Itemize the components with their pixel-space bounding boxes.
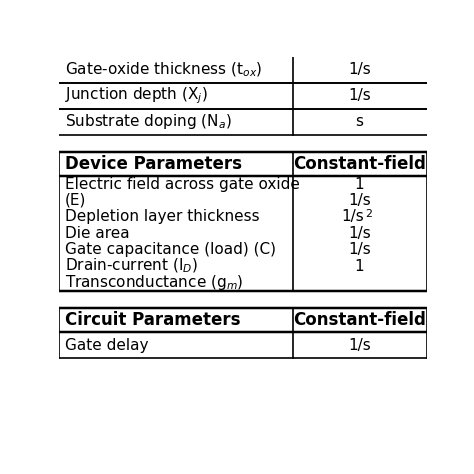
Text: Constant-field: Constant-field [293,311,426,329]
Text: Circuit Parameters: Circuit Parameters [65,311,240,329]
Text: Constant-field: Constant-field [293,155,426,173]
Text: 1/s: 1/s [348,88,371,103]
Text: s: s [356,114,364,129]
Text: 1/s: 1/s [348,337,371,353]
Text: (E): (E) [65,193,86,208]
Text: Transconductance (g$_{m}$): Transconductance (g$_{m}$) [65,273,243,292]
Text: Gate delay: Gate delay [65,337,148,353]
Text: 1: 1 [355,259,365,273]
Text: 2: 2 [365,209,372,219]
Text: Junction depth (X$_{j}$): Junction depth (X$_{j}$) [65,85,208,106]
Text: 1/s: 1/s [348,242,371,257]
Text: Electric field across gate oxide: Electric field across gate oxide [65,177,300,191]
Text: Die area: Die area [65,226,129,241]
Text: 1: 1 [355,177,365,191]
Text: Depletion layer thickness: Depletion layer thickness [65,210,259,224]
Text: Substrate doping (N$_{a}$): Substrate doping (N$_{a}$) [65,112,232,131]
Text: 1/s: 1/s [348,63,371,77]
Text: 1/s: 1/s [342,210,365,224]
Text: 1/s: 1/s [348,226,371,241]
Text: Device Parameters: Device Parameters [65,155,242,173]
Text: Gate-oxide thickness (t$_{ox}$): Gate-oxide thickness (t$_{ox}$) [65,61,262,79]
Text: Drain-current (I$_{D}$): Drain-current (I$_{D}$) [65,257,198,275]
Text: Gate capacitance (load) (C): Gate capacitance (load) (C) [65,242,276,257]
Text: 1/s: 1/s [348,193,371,208]
